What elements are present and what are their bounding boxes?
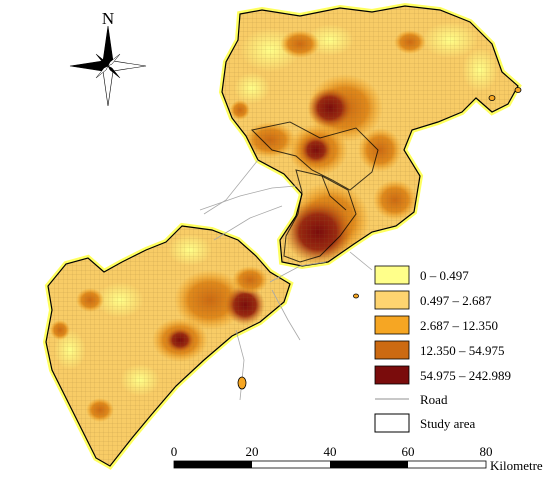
scale-tick-0: 0 [171,444,178,459]
islands [237,87,522,390]
legend-study-area-box [374,413,410,433]
legend-swatch-2 [374,290,410,310]
legend-road-label: Road [420,392,448,407]
road-network [199,159,373,401]
legend-label-2: 0.497 – 2.687 [420,293,492,308]
legend: 0 – 0.497 0.497 – 2.687 2.687 – 12.350 1… [374,265,511,433]
scale-unit: Kilometre [490,458,543,473]
legend-swatch-5 [374,365,410,385]
legend-label-4: 12.350 – 54.975 [420,343,505,358]
scale-tick-60: 60 [402,444,415,459]
scale-tick-20: 20 [246,444,259,459]
north-region [220,0,530,280]
legend-study-area-label: Study area [420,416,475,431]
legend-label-1: 0 – 0.497 [420,268,469,283]
legend-label-5: 54.975 – 242.989 [420,368,511,383]
legend-label-3: 2.687 – 12.350 [420,318,498,333]
south-region [40,220,300,479]
scale-tick-40: 40 [324,444,337,459]
legend-swatch-1 [374,265,410,285]
north-arrow [69,25,147,107]
scale-tick-80: 80 [480,444,493,459]
legend-swatch-3 [374,315,410,335]
north-label: N [102,9,114,28]
scale-bar: 0 20 40 60 80 Kilometre [171,444,543,473]
legend-swatch-4 [374,340,410,360]
